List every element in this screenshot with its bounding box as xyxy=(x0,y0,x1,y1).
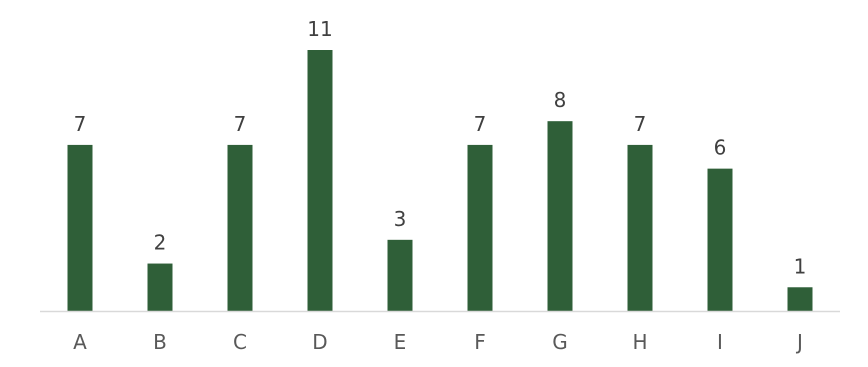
bar-h xyxy=(627,144,653,311)
x-tick-label-h: H xyxy=(632,330,647,354)
bar-c xyxy=(227,144,253,311)
data-label-j: 1 xyxy=(794,254,807,278)
bar-g xyxy=(547,121,573,312)
x-tick-label-i: I xyxy=(717,330,723,354)
x-tick-label-j: J xyxy=(795,330,803,354)
data-label-a: 7 xyxy=(74,112,87,136)
data-label-f: 7 xyxy=(474,112,487,136)
x-tick-label-d: D xyxy=(312,330,327,354)
data-label-b: 2 xyxy=(154,231,167,255)
data-label-g: 8 xyxy=(554,88,567,112)
bar-j xyxy=(787,287,813,311)
x-tick-labels-group: A B C D E F G H I J xyxy=(73,330,803,354)
bar-a xyxy=(67,144,93,311)
data-label-e: 3 xyxy=(394,207,407,231)
bar-f xyxy=(467,144,493,311)
x-tick-label-g: G xyxy=(552,330,568,354)
bar-d xyxy=(307,50,333,311)
x-tick-label-e: E xyxy=(394,330,407,354)
bar-b xyxy=(147,263,173,311)
data-label-i: 6 xyxy=(714,136,727,160)
data-label-h: 7 xyxy=(634,112,647,136)
data-label-d: 11 xyxy=(307,17,332,41)
x-tick-label-b: B xyxy=(153,330,167,354)
x-tick-label-c: C xyxy=(233,330,247,354)
data-label-c: 7 xyxy=(234,112,247,136)
bars-group xyxy=(67,50,813,312)
x-tick-label-f: F xyxy=(474,330,486,354)
x-tick-label-a: A xyxy=(73,330,87,354)
bar-i xyxy=(707,168,733,311)
bar-e xyxy=(387,239,413,311)
data-labels-group: 7 2 7 11 3 7 8 7 6 1 xyxy=(74,17,807,278)
